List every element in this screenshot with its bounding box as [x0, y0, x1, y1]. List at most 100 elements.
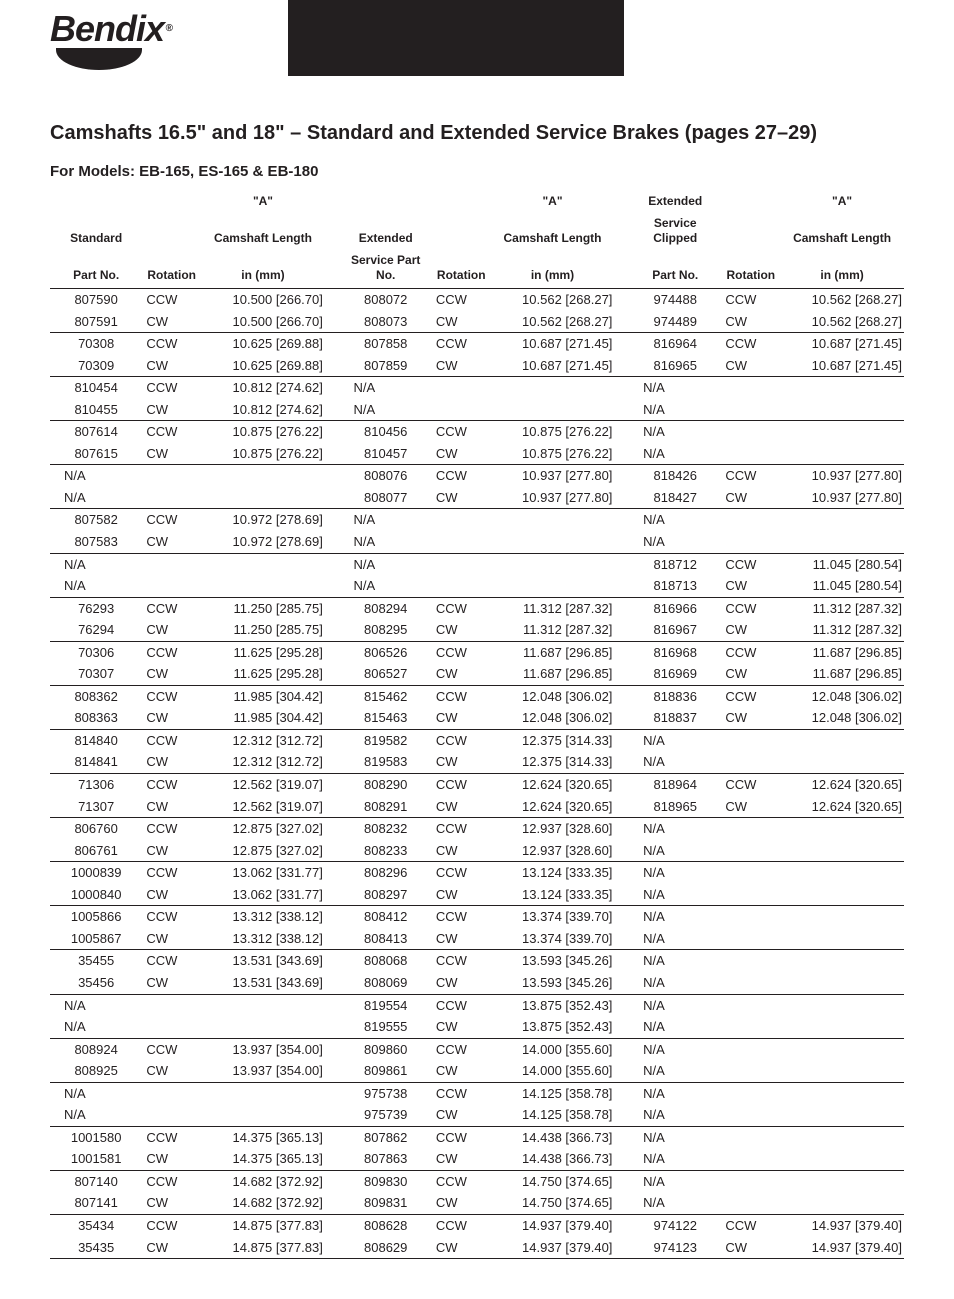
table-cell: CW	[142, 928, 201, 950]
table-cell	[491, 399, 615, 421]
table-row: N/A819554CCW13.875 [352.43]N/A	[50, 994, 904, 1016]
table-cell: 1001581	[50, 1148, 142, 1170]
table-cell: 10.687 [271.45]	[780, 355, 904, 377]
table-cell	[142, 553, 201, 575]
table-cell	[432, 575, 491, 597]
table-cell: 806761	[50, 840, 142, 862]
table-cell: N/A	[50, 1104, 142, 1126]
table-cell: N/A	[629, 884, 721, 906]
col-esc-part-1: Extended	[629, 192, 721, 214]
table-cell	[491, 575, 615, 597]
table-cell: CCW	[721, 597, 780, 619]
table-cell: 11.687 [296.85]	[491, 663, 615, 685]
table-cell: CCW	[142, 818, 201, 840]
table-cell: CW	[432, 1148, 491, 1170]
table-cell: 815462	[340, 685, 432, 707]
table-cell: 810456	[340, 421, 432, 443]
table-cell: CW	[432, 796, 491, 818]
table-cell: 818964	[629, 774, 721, 796]
table-cell: CCW	[142, 1038, 201, 1060]
table-cell: 974123	[629, 1237, 721, 1259]
table-cell: N/A	[629, 443, 721, 465]
table-cell	[201, 575, 325, 597]
table-cell	[721, 818, 780, 840]
table-cell: CCW	[432, 862, 491, 884]
col-rot-2: Rotation	[432, 251, 491, 289]
table-cell: 818427	[629, 487, 721, 509]
table-cell: CCW	[142, 1170, 201, 1192]
table-cell: 808290	[340, 774, 432, 796]
table-cell: 71307	[50, 796, 142, 818]
table-cell: 12.624 [320.65]	[780, 796, 904, 818]
table-cell	[491, 377, 615, 399]
col-rot-1a	[142, 192, 201, 214]
table-row: 70307CW11.625 [295.28]806527CW11.687 [29…	[50, 663, 904, 685]
table-cell: CCW	[721, 553, 780, 575]
table-row: N/AN/A818712CCW11.045 [280.54]	[50, 553, 904, 575]
table-cell: CCW	[142, 729, 201, 751]
table-cell: CW	[432, 487, 491, 509]
table-cell	[201, 1016, 325, 1038]
table-cell: 13.312 [338.12]	[201, 906, 325, 928]
table-row: 71306CCW12.562 [319.07]808290CCW12.624 […	[50, 774, 904, 796]
table-cell: 818426	[629, 465, 721, 487]
bendix-logo-text: Bendix	[50, 12, 164, 46]
table-row: 70309CW10.625 [269.88]807859CW10.687 [27…	[50, 355, 904, 377]
table-cell: CW	[142, 884, 201, 906]
table-cell: 11.687 [296.85]	[780, 663, 904, 685]
table-cell: 11.625 [295.28]	[201, 641, 325, 663]
table-row: 70306CCW11.625 [295.28]806526CCW11.687 […	[50, 641, 904, 663]
table-cell: 818713	[629, 575, 721, 597]
table-cell: 12.048 [306.02]	[780, 707, 904, 729]
table-cell: 807583	[50, 531, 142, 553]
table-cell: 70309	[50, 355, 142, 377]
table-cell: 11.312 [287.32]	[491, 619, 615, 641]
table-cell	[780, 1192, 904, 1214]
table-cell	[201, 553, 325, 575]
table-cell: 974122	[629, 1214, 721, 1236]
table-cell: 76294	[50, 619, 142, 641]
table-cell	[721, 729, 780, 751]
table-cell: 1000839	[50, 862, 142, 884]
table-cell: N/A	[629, 1148, 721, 1170]
table-cell: CCW	[432, 685, 491, 707]
table-cell	[142, 465, 201, 487]
table-cell: N/A	[340, 377, 432, 399]
table-cell: 975739	[340, 1104, 432, 1126]
table-cell: 14.375 [365.13]	[201, 1148, 325, 1170]
table-cell: CW	[142, 619, 201, 641]
table-cell: 816968	[629, 641, 721, 663]
table-cell: CW	[142, 663, 201, 685]
table-row: 808362CCW11.985 [304.42]815462CCW12.048 …	[50, 685, 904, 707]
table-cell	[721, 1170, 780, 1192]
table-cell	[721, 1016, 780, 1038]
table-cell: 808073	[340, 311, 432, 333]
col-len-3c: in (mm)	[780, 251, 904, 289]
table-cell: N/A	[340, 509, 432, 531]
table-cell: CCW	[721, 465, 780, 487]
table-cell	[721, 994, 780, 1016]
table-cell: CW	[721, 1237, 780, 1259]
table-cell: N/A	[50, 553, 142, 575]
table-cell	[780, 906, 904, 928]
table-row: 810455CW10.812 [274.62]N/AN/A	[50, 399, 904, 421]
table-cell: 10.972 [278.69]	[201, 531, 325, 553]
col-rot-1: Rotation	[142, 251, 201, 289]
table-cell: CCW	[142, 906, 201, 928]
table-row: N/A975738CCW14.125 [358.78]N/A	[50, 1082, 904, 1104]
table-cell: 14.937 [379.40]	[491, 1214, 615, 1236]
table-cell: 13.124 [333.35]	[491, 862, 615, 884]
table-cell: 13.531 [343.69]	[201, 950, 325, 972]
table-cell: N/A	[629, 399, 721, 421]
col-len-1a: "A"	[201, 192, 325, 214]
table-cell	[780, 751, 904, 773]
table-cell: 10.562 [268.27]	[491, 289, 615, 311]
table-cell: CW	[432, 443, 491, 465]
col-len-3a: "A"	[780, 192, 904, 214]
table-cell	[780, 1170, 904, 1192]
table-cell: 11.687 [296.85]	[780, 641, 904, 663]
table-cell: 11.312 [287.32]	[780, 619, 904, 641]
table-cell: 807582	[50, 509, 142, 531]
table-row: 807591CW10.500 [266.70]808073CW10.562 [2…	[50, 311, 904, 333]
table-cell	[721, 1060, 780, 1082]
